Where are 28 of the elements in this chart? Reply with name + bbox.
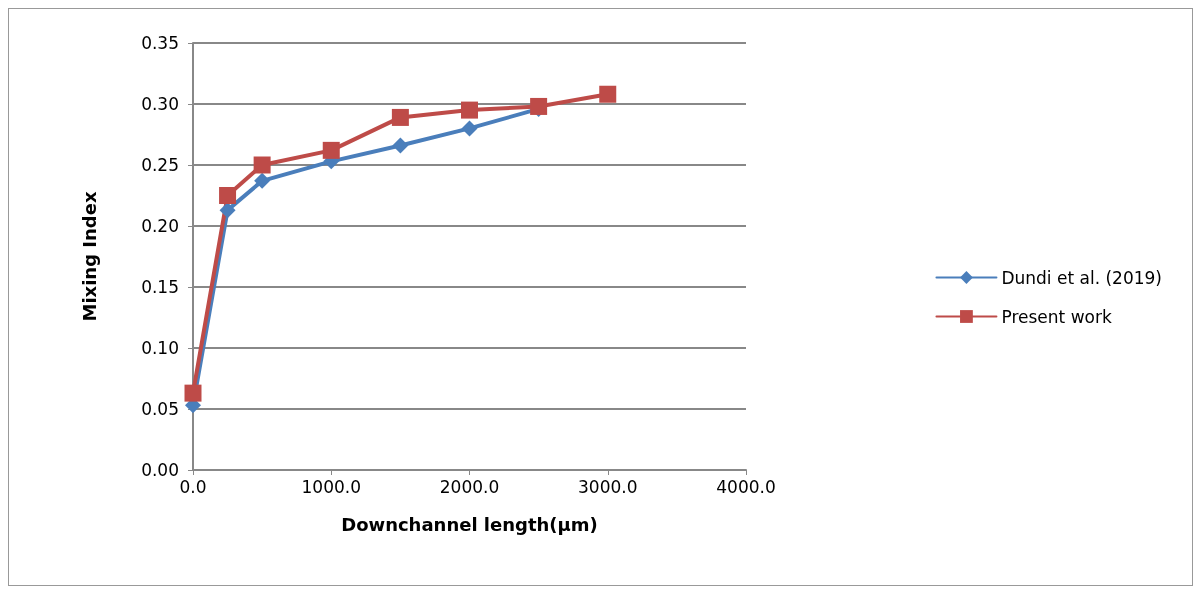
y-tick-label: 0.10 (141, 338, 179, 358)
y-tick-label: 0.30 (141, 94, 179, 114)
legend-label: Dundi et al. (2019) (1001, 267, 1162, 288)
point (322, 141, 340, 159)
point (253, 156, 271, 174)
point (392, 137, 409, 154)
x-tick-label: 0.0 (179, 476, 207, 497)
x-axis-title: Downchannel length(µm) (341, 513, 598, 535)
point (219, 187, 237, 204)
x-tick-label: 2000.0 (439, 476, 500, 497)
y-tick-label: 0.20 (141, 216, 179, 236)
point (219, 202, 236, 219)
point (599, 85, 617, 103)
point (461, 101, 478, 119)
x-tick-label: 3000.0 (578, 476, 638, 497)
legend-label: Present work (1001, 306, 1112, 327)
y-tick-label: 0.00 (141, 460, 179, 480)
point (391, 108, 409, 126)
y-tick-label: 0.15 (141, 277, 179, 297)
point (461, 120, 478, 137)
point (184, 384, 202, 402)
y-tick-label: 0.25 (141, 155, 179, 175)
y-tick-label: 0.35 (141, 33, 179, 53)
x-tick-label: 4000.0 (716, 476, 776, 497)
y-axis-title: Mixing Index (78, 191, 100, 322)
y-tick-label: 0.05 (141, 399, 179, 419)
point (254, 172, 271, 189)
x-tick-label: 1000.0 (301, 476, 361, 497)
